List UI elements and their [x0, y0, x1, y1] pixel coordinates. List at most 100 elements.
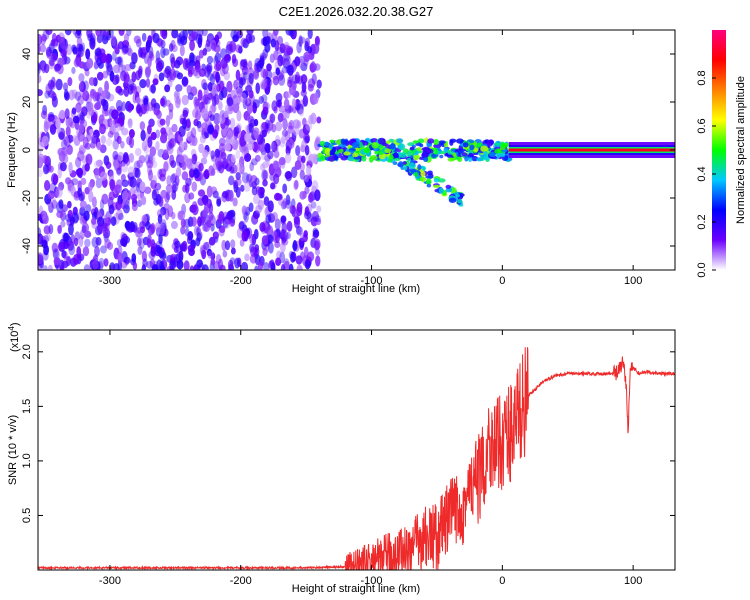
spectrogram-ylabel: Frequency (Hz)	[6, 112, 18, 188]
spectrogram-cell	[106, 64, 114, 76]
spectrogram-cell	[190, 31, 197, 40]
spectrogram-cell	[197, 30, 204, 38]
spectrogram-cell	[145, 78, 151, 88]
spectrogram-cell	[107, 130, 114, 138]
spectrogram-cell	[420, 170, 426, 178]
spectrogram-cell	[174, 175, 180, 187]
snr-frame	[37, 329, 676, 571]
spectrogram-cell	[251, 186, 258, 196]
spectrogram-cell	[50, 76, 56, 88]
spectrogram-cell	[165, 184, 173, 193]
spectrogram-cell	[275, 92, 283, 103]
spectrogram-cell	[285, 231, 291, 240]
spectrogram-cell	[275, 121, 283, 132]
spectrogram-cell	[62, 232, 70, 242]
spectrogram-cell	[62, 250, 68, 260]
spectrogram-cell	[53, 257, 61, 266]
spectrogram-cell	[152, 78, 159, 86]
spectrogram-cell	[146, 159, 154, 169]
spectrogram-cell	[304, 145, 310, 156]
spectrogram-cell	[215, 71, 220, 83]
spectrogram-cell	[254, 154, 261, 162]
spectrogram-cell	[274, 240, 281, 249]
spectrogram-cell	[421, 147, 429, 152]
spectrogram-cell	[218, 116, 226, 124]
spectrogram-cell	[265, 214, 272, 224]
spectrogram-cell	[147, 136, 153, 148]
spectrogram-cell	[324, 141, 329, 147]
spectrogram-cell	[235, 177, 242, 186]
spectrogram-cell	[198, 143, 205, 154]
spectrogram-cell	[249, 161, 255, 172]
spectrogram-cell	[427, 138, 435, 144]
spectrogram-cell	[152, 32, 160, 44]
spectrogram-cell	[105, 137, 113, 147]
spectrogram-cell	[480, 145, 489, 152]
spectrogram-cell	[282, 198, 288, 209]
spectrogram-cell	[91, 217, 97, 225]
spectrogram-cell	[279, 56, 286, 66]
spectrogram-cell	[433, 148, 439, 155]
spectrogram-cell	[175, 84, 183, 92]
spectrogram-cell	[202, 82, 209, 91]
spectrogram-cell	[288, 30, 294, 37]
spectrogram-cell	[194, 98, 201, 107]
spectrogram-cell	[102, 99, 109, 112]
spectrogram-cell	[252, 141, 260, 154]
spectrogram-cell	[201, 122, 208, 131]
spectrogram-cell	[316, 116, 322, 124]
spectrogram-cell	[137, 193, 143, 201]
spectrogram-cell	[311, 73, 317, 85]
x-tick-label: 100	[624, 275, 642, 287]
spectrogram-cell	[129, 187, 136, 195]
spectrogram-cell	[89, 89, 97, 99]
spectrogram-cell	[203, 96, 211, 105]
spectrogram-cell	[295, 255, 303, 265]
spectrogram-cell	[103, 30, 109, 38]
spectrogram-cell	[319, 140, 326, 147]
spectrogram-cell	[121, 179, 129, 188]
spectrogram-cell	[277, 112, 284, 123]
spectrogram-cell	[146, 238, 152, 248]
spectrogram-cell	[200, 157, 208, 165]
spectrogram-cell	[466, 154, 475, 158]
spectrogram-cell	[150, 246, 157, 257]
spectrogram-cell	[257, 186, 264, 199]
spectrogram-cell	[186, 158, 193, 168]
spectrogram-cell	[202, 48, 208, 56]
spectrogram-cell	[228, 190, 234, 202]
spectrogram-cell	[265, 119, 270, 129]
spectrogram-cell	[156, 110, 162, 119]
spectrogram-cell	[448, 197, 457, 203]
spectrogram-cell	[164, 84, 171, 93]
spectrogram-cell	[174, 92, 180, 104]
spectrogram-cell	[328, 144, 333, 149]
spectrogram-cell	[94, 245, 100, 257]
spectrogram-cell	[64, 108, 70, 120]
spectrogram-cell	[230, 247, 236, 255]
spectrogram-cell	[57, 224, 62, 234]
spectrogram-cell	[214, 148, 221, 158]
spectrogram-cell	[272, 160, 279, 170]
snr-panel: -300 -200 -100 0 100 0.5 1.0 1.5 2.0 Height of s…	[7, 322, 676, 595]
spectrogram-cell	[79, 200, 87, 209]
spectrogram-cell	[312, 231, 319, 240]
spectrogram-cell	[110, 216, 117, 227]
spectrogram-cell	[132, 262, 138, 270]
spectrogram-cell	[127, 103, 133, 113]
spectrogram-cell	[229, 40, 237, 53]
spectrogram-cell	[232, 197, 238, 207]
spectrogram-cell	[164, 208, 170, 221]
spectrogram-cell	[156, 246, 163, 255]
spectrogram-cell	[70, 234, 76, 245]
spectrogram-cell	[439, 154, 444, 159]
spectrogram-cell	[267, 200, 274, 213]
spectrogram-cell	[139, 79, 147, 89]
spectrogram-cell	[210, 258, 216, 266]
spectrogram-cell	[310, 43, 316, 56]
spectrogram-cell	[111, 109, 119, 120]
spectrogram-cell	[255, 82, 261, 94]
spectrogram-cell	[241, 172, 250, 184]
spectrogram-cell	[160, 97, 165, 107]
x-tick-label: 0	[499, 575, 505, 587]
